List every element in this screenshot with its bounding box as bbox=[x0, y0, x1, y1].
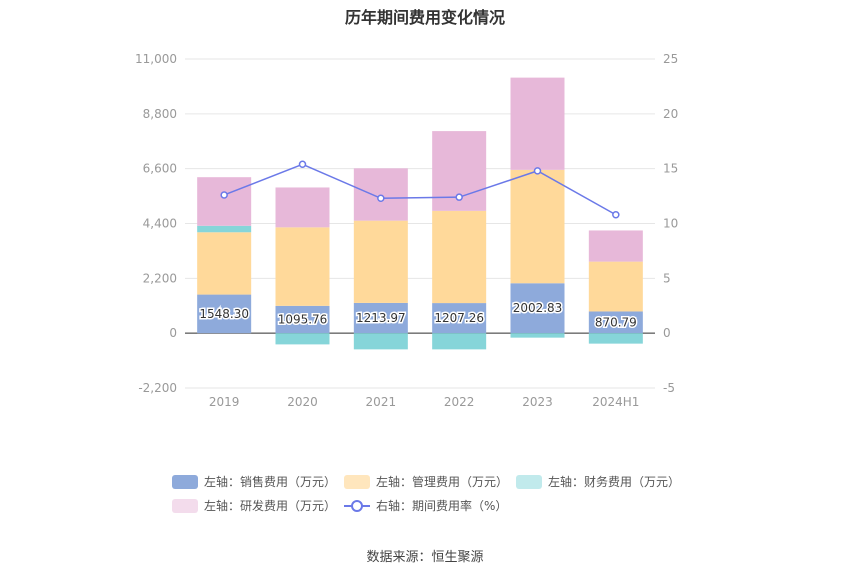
bar-data-label: 1095.76 bbox=[278, 313, 328, 327]
left-axis-tick-label: -2,200 bbox=[138, 381, 177, 395]
bar-data-label: 870.79 bbox=[595, 315, 637, 329]
bar-fin bbox=[353, 333, 408, 350]
legend-swatch-sales bbox=[172, 474, 198, 489]
x-axis-tick-label: 2019 bbox=[209, 395, 240, 409]
right-axis-tick-label: 5 bbox=[663, 271, 671, 285]
x-axis-tick-label: 2022 bbox=[444, 395, 475, 409]
legend-item-mgmt[interactable]: 左轴：管理费用（万元） bbox=[344, 473, 508, 490]
left-axis-tick-label: 4,400 bbox=[143, 217, 177, 231]
legend-item-rd[interactable]: 左轴：研发费用（万元） bbox=[172, 497, 336, 514]
legend-label-rate: 右轴：期间费用率（%） bbox=[376, 499, 508, 513]
bar-fin bbox=[275, 333, 330, 345]
bar-sales bbox=[510, 283, 565, 334]
bar-rd bbox=[275, 187, 330, 228]
left-axis-tick-label: 11,000 bbox=[135, 52, 177, 66]
x-axis-tick-label: 2024H1 bbox=[592, 395, 639, 409]
legend-swatch-mgmt bbox=[344, 474, 370, 489]
x-axis-tick-label: 2023 bbox=[522, 395, 553, 409]
line-rate-point bbox=[377, 194, 385, 203]
line-rate-point bbox=[298, 160, 307, 169]
legend-label-sales: 左轴：销售费用（万元） bbox=[204, 475, 337, 489]
bar-mgmt bbox=[275, 227, 330, 306]
right-axis-tick-label: 10 bbox=[663, 217, 678, 231]
bar-data-label: 2002.83 bbox=[513, 301, 563, 315]
bar-data-label: 1207.26 bbox=[434, 311, 484, 325]
legend-swatch-rd bbox=[172, 498, 198, 513]
bar-sales bbox=[353, 302, 408, 334]
bar-rd bbox=[588, 230, 643, 262]
line-rate-point bbox=[612, 210, 620, 219]
bar-data-label: 1213.97 bbox=[356, 311, 406, 325]
bar-rd bbox=[197, 177, 252, 226]
legend-swatch-fin bbox=[516, 474, 542, 489]
chart-title: 历年期间费用变化情况 bbox=[344, 8, 505, 27]
bar-mgmt bbox=[510, 169, 565, 284]
left-axis-tick-label: 6,600 bbox=[143, 162, 177, 176]
bar-sales bbox=[197, 294, 252, 334]
bar-fin bbox=[588, 333, 643, 344]
bar-sales bbox=[432, 303, 487, 334]
bar-mgmt bbox=[353, 220, 408, 303]
left-axis-tick-label: 2,200 bbox=[143, 271, 177, 285]
bar-sales bbox=[275, 305, 330, 334]
bar-fin bbox=[197, 225, 252, 233]
bar-mgmt bbox=[432, 210, 487, 304]
bar-fin bbox=[432, 333, 487, 350]
right-axis-tick-label: 25 bbox=[663, 52, 678, 66]
legend-label-fin: 左轴：财务费用（万元） bbox=[548, 475, 681, 489]
right-axis-tick-label: 15 bbox=[663, 162, 678, 176]
bar-rd bbox=[353, 168, 408, 221]
right-axis-tick-label: 20 bbox=[663, 107, 678, 121]
x-axis-tick-label: 2021 bbox=[366, 395, 397, 409]
legend-item-fin[interactable]: 左轴：财务费用（万元） bbox=[516, 473, 680, 490]
bar-fin bbox=[510, 333, 565, 338]
left-axis-tick-label: 0 bbox=[169, 326, 177, 340]
right-axis-tick-label: 0 bbox=[663, 326, 671, 340]
legend-label-rd: 左轴：研发费用（万元） bbox=[204, 499, 337, 513]
line-rate-point bbox=[220, 191, 228, 199]
x-axis-tick-label: 2020 bbox=[287, 395, 318, 409]
legend-item-rate[interactable]: 右轴：期间费用率（%） bbox=[344, 497, 507, 514]
right-axis-tick-label: -5 bbox=[663, 381, 675, 395]
bar-mgmt bbox=[197, 232, 252, 295]
line-rate bbox=[223, 163, 617, 216]
bar-mgmt bbox=[588, 261, 643, 312]
bar-data-label: 1548.30 bbox=[199, 307, 249, 321]
data-source: 数据来源：恒生聚源 bbox=[366, 550, 484, 565]
legend-item-sales[interactable]: 左轴：销售费用（万元） bbox=[172, 473, 336, 490]
bar-rd bbox=[510, 77, 565, 170]
line-rate-point bbox=[455, 193, 463, 201]
legend-label-mgmt: 左轴：管理费用（万元） bbox=[376, 475, 509, 489]
line-rate-point bbox=[533, 167, 542, 175]
bar-sales bbox=[588, 311, 643, 334]
chart-canvas: -2,200 0 2,200 4,400 6,600 8,800 11,000 -5 0 5 10 1… bbox=[135, 52, 678, 409]
left-axis-tick-label: 8,800 bbox=[143, 107, 177, 121]
legend-line-icon bbox=[344, 499, 370, 512]
